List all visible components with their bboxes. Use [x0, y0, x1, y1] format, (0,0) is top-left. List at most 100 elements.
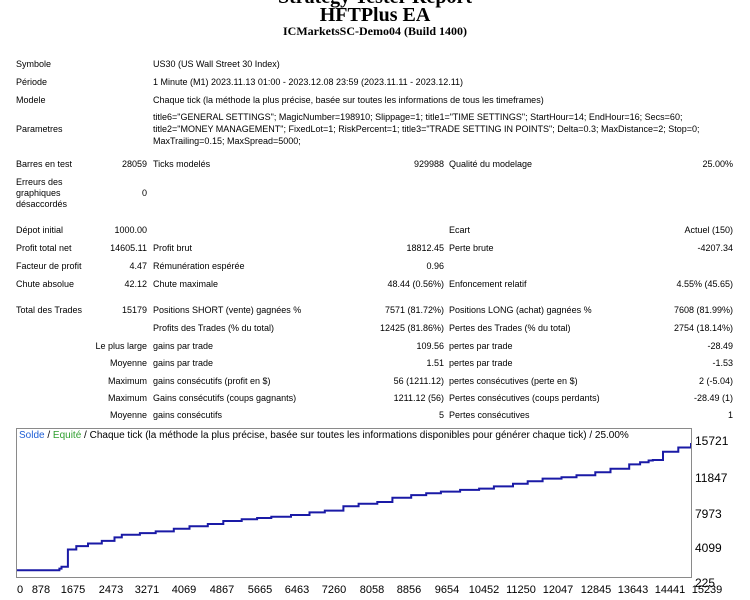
- symbol-value: US30 (US Wall Street 30 Index): [153, 59, 280, 69]
- expected-payoff-label: Rémunération espérée: [153, 261, 245, 271]
- params-label: Parametres: [16, 124, 63, 134]
- spread-label: Ecart: [449, 225, 471, 235]
- period-value: 1 Minute (M1) 2023.11.13 01:00 - 2023.12…: [153, 77, 464, 87]
- x-tick-label: 9654: [434, 584, 460, 596]
- x-tick-label: 13643: [617, 584, 649, 596]
- maximum-label: Maximum: [107, 376, 147, 386]
- y-tick-label: 225: [695, 576, 716, 590]
- errors-value: 0: [141, 188, 147, 198]
- ticks-label: Ticks modelés: [153, 159, 211, 169]
- legend-description: Chaque tick (la méthode la plus précise,…: [89, 430, 629, 441]
- max-cons-profit-value: 1211.12 (56): [393, 393, 444, 403]
- max-cons-losses-label: pertes consécutives (perte en $): [449, 376, 578, 386]
- largest-win-label: gains par trade: [153, 341, 214, 351]
- x-tick-label: 8856: [396, 584, 422, 596]
- params-line: title6="GENERAL SETTINGS"; MagicNumber=1…: [153, 112, 683, 122]
- legend-equity: Equité: [52, 430, 82, 441]
- profit-trades-label: Profits des Trades (% du total): [153, 323, 275, 333]
- quality-value: 25.00%: [702, 159, 733, 169]
- avg-cons-losses-label: Pertes consécutives: [449, 410, 530, 420]
- avg-cons-wins-value: 5: [438, 410, 444, 420]
- x-tick-label: 5665: [247, 584, 273, 596]
- abs-dd-value: 42.12: [124, 279, 147, 289]
- x-tick-label: 12047: [542, 584, 574, 596]
- ticks-value: 929988: [413, 159, 444, 169]
- x-tick-label: 1675: [60, 584, 86, 596]
- gross-profit-label: Profit brut: [153, 243, 193, 253]
- rel-dd-label: Enfoncement relatif: [449, 279, 527, 289]
- max-cons-loss-label: Pertes consécutives (coups perdants): [449, 393, 600, 403]
- x-tick-label: 11250: [506, 584, 536, 596]
- x-tick-label: 10452: [468, 584, 500, 596]
- errors-label-line: désaccordés: [16, 199, 68, 209]
- balance-chart-svg: [17, 443, 692, 572]
- quality-label: Qualité du modelage: [449, 159, 533, 169]
- total-trades-value: 15179: [121, 305, 147, 315]
- report-heading-fragment: Strategy Tester Report: [0, 0, 750, 9]
- x-tick-label: 6463: [284, 584, 310, 596]
- total-trades-label: Total des Trades: [16, 305, 83, 315]
- largest-loss-label: pertes par trade: [449, 341, 513, 351]
- legend-separator: /: [44, 430, 53, 441]
- deposit-label: Dépot initial: [16, 225, 64, 235]
- params-line: title2="MONEY MANAGEMENT"; FixedLot=1; R…: [153, 124, 700, 134]
- max-dd-value: 48.44 (0.56%): [387, 279, 444, 289]
- x-tick-label: 8058: [359, 584, 385, 596]
- report-title: HFTPlus EA: [319, 4, 431, 26]
- loss-trades-value: 2754 (18.14%): [673, 323, 733, 333]
- y-tick-label: 7973: [695, 507, 722, 521]
- spread-value: Actuel (150): [684, 225, 733, 235]
- symbol-label: Symbole: [16, 59, 52, 69]
- average-loss-value: -1.53: [712, 358, 733, 368]
- period-label: Période: [16, 77, 48, 87]
- average-label: Moyenne: [109, 410, 147, 420]
- largest-win-value: 109.56: [416, 341, 444, 351]
- y-tick-label: 4099: [695, 541, 722, 555]
- maximum-label: Maximum: [107, 393, 147, 403]
- average-label: Moyenne: [109, 358, 147, 368]
- max-cons-loss-value: -28.49 (1): [693, 393, 733, 403]
- largest-label: Le plus large: [95, 341, 147, 351]
- average-win-value: 1.51: [426, 358, 444, 368]
- max-cons-losses-value: 2 (-5.04): [698, 376, 733, 386]
- x-tick-label: 12845: [580, 584, 612, 596]
- chart-legend: Solde / Equité / Chaque tick (la méthode…: [19, 430, 629, 441]
- x-tick-label: 14441: [654, 584, 686, 596]
- long-value: 7608 (81.99%): [673, 305, 733, 315]
- net-profit-value: 14605.11: [110, 243, 147, 253]
- x-tick-label: 2473: [98, 584, 124, 596]
- gross-loss-value: -4207.34: [697, 243, 733, 253]
- short-label: Positions SHORT (vente) gagnées %: [153, 305, 302, 315]
- balance-series-line: [17, 443, 692, 572]
- bars-value: 28059: [121, 159, 147, 169]
- profit-factor-label: Facteur de profit: [16, 261, 82, 271]
- model-value: Chaque tick (la méthode la plus précise,…: [153, 95, 544, 105]
- largest-loss-value: -28.49: [707, 341, 733, 351]
- legend-balance: Solde: [19, 430, 45, 441]
- long-label: Positions LONG (achat) gagnées %: [449, 305, 592, 315]
- profit-trades-value: 12425 (81.86%): [379, 323, 444, 333]
- x-tick-label: 4069: [171, 584, 197, 596]
- net-profit-label: Profit total net: [16, 243, 72, 253]
- balance-chart: [16, 428, 692, 578]
- errors-label-line: graphiques: [16, 188, 61, 198]
- y-tick-label: 11847: [695, 471, 728, 485]
- y-tick-label: 15721: [695, 434, 729, 448]
- profit-factor-value: 4.47: [129, 261, 147, 271]
- max-cons-wins-value: 56 (1211.12): [393, 376, 444, 386]
- max-cons-wins-label: gains consécutifs (profit en $): [153, 376, 271, 386]
- avg-cons-losses-value: 1: [727, 410, 733, 420]
- avg-cons-wins-label: gains consécutifs: [153, 410, 223, 420]
- expected-payoff-value: 0.96: [426, 261, 444, 271]
- bars-label: Barres en test: [16, 159, 73, 169]
- errors-label-line: Erreurs des: [16, 177, 63, 187]
- rel-dd-value: 4.55% (45.65): [676, 279, 733, 289]
- max-dd-label: Chute maximale: [153, 279, 219, 289]
- gross-profit-value: 18812.45: [406, 243, 444, 253]
- deposit-value: 1000.00: [114, 225, 147, 235]
- model-label: Modele: [16, 95, 46, 105]
- x-tick-label: 0: [16, 584, 24, 596]
- x-tick-label: 878: [31, 584, 51, 596]
- average-win-label: gains par trade: [153, 358, 214, 368]
- legend-separator: /: [81, 430, 90, 441]
